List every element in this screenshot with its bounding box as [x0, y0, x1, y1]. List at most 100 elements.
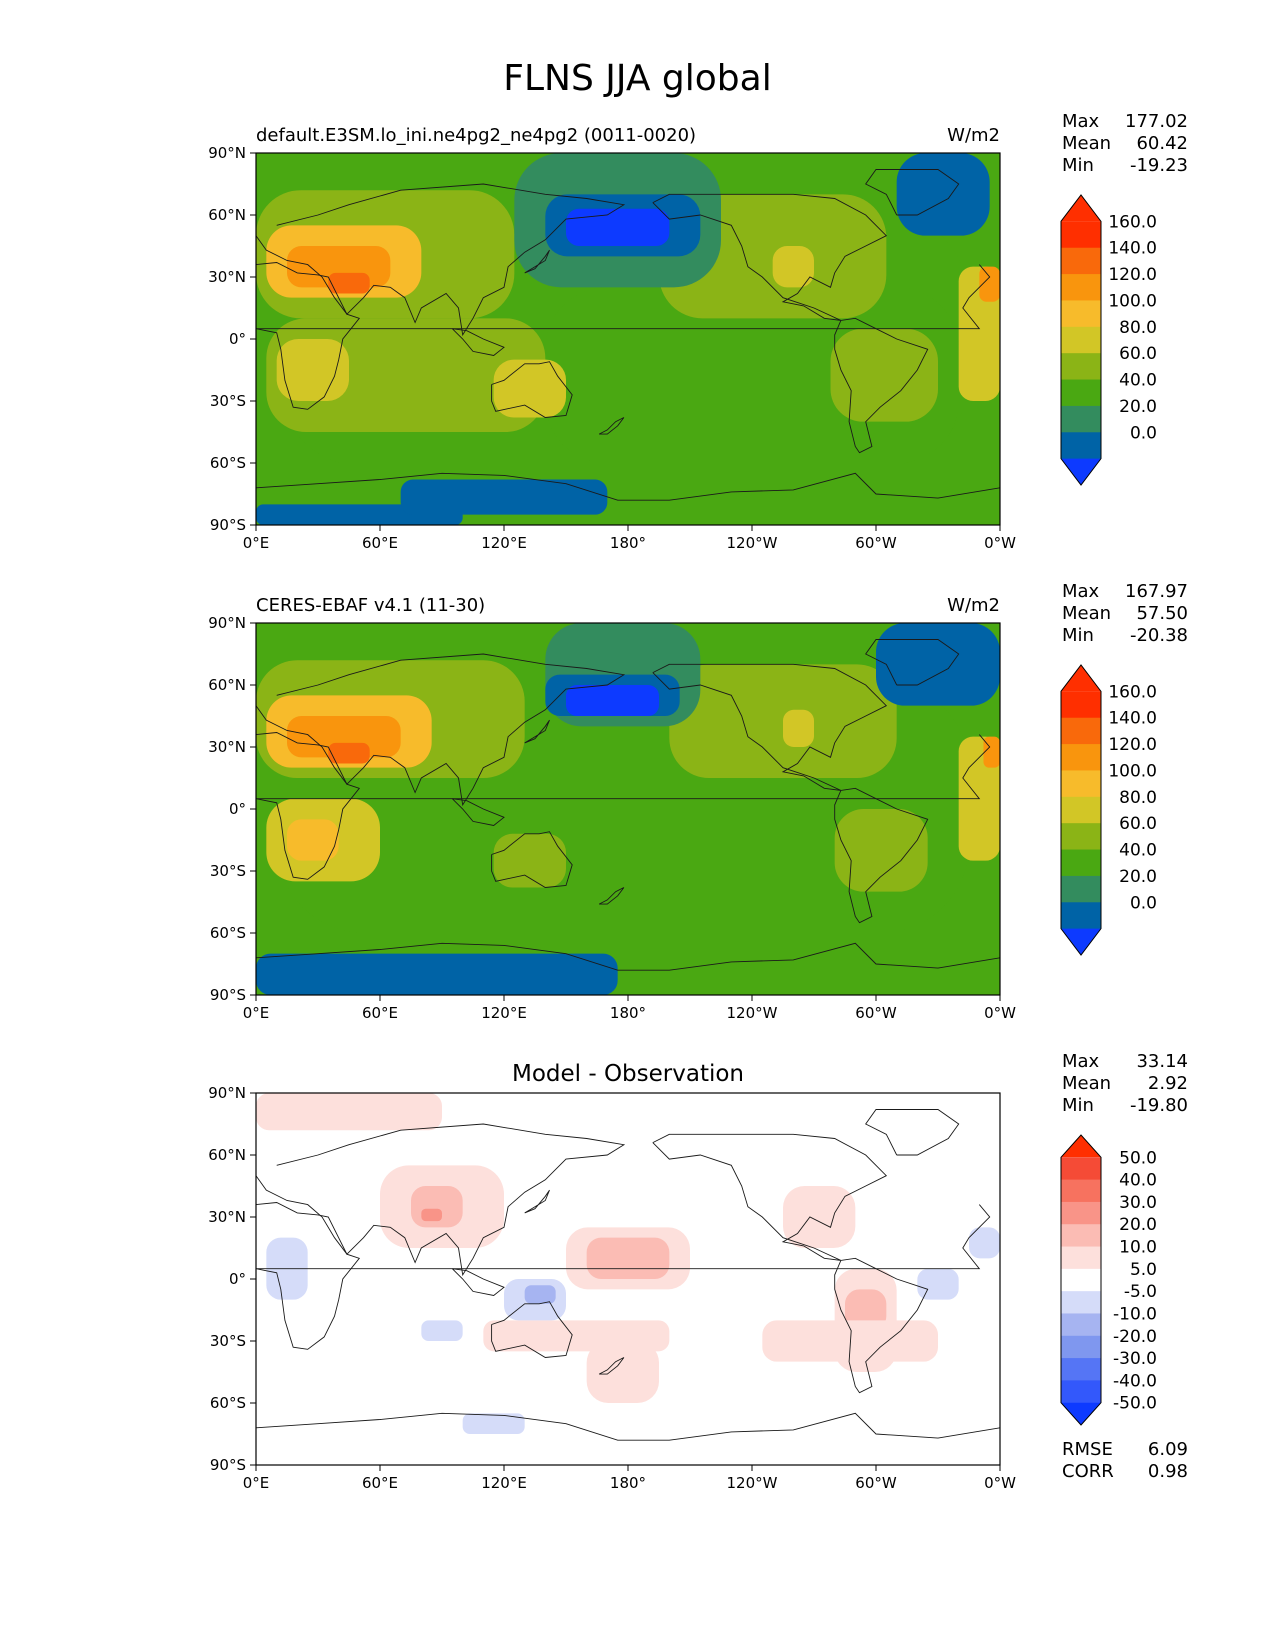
panel-units: W/m2	[947, 595, 1000, 616]
coastline	[652, 193, 929, 454]
stat-label-mean: Mean	[1062, 1073, 1111, 1094]
colorbar-tick-label: -10.0	[1113, 1304, 1157, 1324]
colorbar-segment	[1061, 1179, 1101, 1203]
contour-region	[969, 1227, 1000, 1259]
metric-label-rmse: RMSE	[1062, 1439, 1113, 1460]
colorbar-segment	[1061, 796, 1101, 824]
coastline	[256, 472, 1000, 501]
x-tick-label: 60°E	[362, 534, 398, 552]
y-tick-label: 60°S	[210, 1394, 246, 1412]
colorbar-tick-label: 20.0	[1119, 397, 1157, 417]
colorbar-segment	[1061, 1313, 1101, 1337]
coastline	[256, 1202, 991, 1350]
colorbar-tick-label: 140.0	[1108, 239, 1157, 259]
colorbar-tick-label: -20.0	[1113, 1327, 1157, 1347]
colorbar-segment	[1061, 274, 1101, 301]
y-tick-label: 60°S	[210, 924, 246, 942]
metric-value-corr: 0.98	[1148, 1461, 1188, 1482]
y-tick-label: 60°N	[208, 676, 246, 694]
x-tick-label: 120°W	[727, 534, 778, 552]
colorbar-segment	[1061, 353, 1101, 381]
metric-value-rmse: 6.09	[1148, 1439, 1188, 1460]
x-tick-label: 180°	[610, 1004, 646, 1022]
colorbar-segment	[1061, 875, 1101, 903]
coastline	[491, 361, 573, 418]
stat-value-mean: 60.42	[1136, 133, 1188, 154]
contour-region	[983, 736, 1000, 768]
stat-value-mean: 57.50	[1136, 603, 1188, 624]
contour-region	[462, 1413, 525, 1434]
y-tick-label: 30°S	[210, 392, 246, 410]
coastline	[865, 169, 960, 216]
coastline	[256, 262, 991, 410]
contour-region	[896, 153, 990, 236]
colorbar: 160.0 140.0 120.0 100.0 80.0 60.0 40.0 20.0 0.0	[1060, 664, 1157, 956]
colorbar-segment	[1061, 432, 1101, 460]
x-tick-label: 0°E	[243, 1474, 270, 1492]
y-tick-label: 30°N	[208, 738, 246, 756]
x-tick-label: 60°E	[362, 1474, 398, 1492]
colorbar-tick-label: -40.0	[1113, 1371, 1157, 1391]
contour-region	[586, 1237, 670, 1279]
stat-value-min: -19.80	[1130, 1095, 1188, 1116]
coastlines	[256, 1109, 1000, 1441]
stat-value-mean: 2.92	[1148, 1073, 1188, 1094]
x-tick-label: 120°W	[727, 1474, 778, 1492]
colorbar-segment	[1061, 1291, 1101, 1314]
map-panel-1: 0°E 60°E 120°E 180° 120°W 60°W 0°W 90°N 60°N 30°N…	[208, 111, 1188, 552]
contour-region	[834, 809, 928, 892]
contour-region	[830, 328, 938, 422]
colorbar-outline	[1060, 194, 1102, 486]
contour-region	[256, 953, 618, 995]
coastline	[598, 1357, 625, 1375]
colorbar-tick-label: -30.0	[1113, 1349, 1157, 1369]
contour-region	[421, 1320, 463, 1341]
x-tick-label: 0°E	[243, 1004, 270, 1022]
contour-region	[287, 716, 401, 758]
coastlines	[256, 639, 1000, 971]
coastline	[598, 887, 625, 905]
contour-region	[328, 742, 370, 764]
contour-region	[783, 709, 814, 747]
coastline	[524, 1189, 550, 1214]
stat-label-max: Max	[1062, 111, 1100, 132]
colorbar-tick-label: 20.0	[1119, 1215, 1157, 1235]
y-tick-label: 90°S	[210, 986, 246, 1004]
coastline	[652, 1133, 929, 1394]
x-tick-label: 0°E	[243, 534, 270, 552]
colorbar-tick-label: 160.0	[1108, 682, 1157, 702]
colorbar-tick-label: -50.0	[1113, 1394, 1157, 1414]
colorbar-tick-label: 80.0	[1119, 318, 1157, 338]
colorbar-outline	[1060, 664, 1102, 956]
y-tick-label: 30°S	[210, 1332, 246, 1350]
map-panel-2: 0°E 60°E 120°E 180° 120°W 60°W 0°W 90°N 60°N 30°N…	[208, 581, 1188, 1022]
colorbar-segment	[1061, 326, 1101, 354]
stat-label-min: Min	[1062, 155, 1094, 176]
y-tick-label: 60°S	[210, 454, 246, 472]
x-tick-label: 120°E	[481, 1474, 527, 1492]
coastline	[491, 1301, 573, 1358]
colorbar-extend-min	[1061, 1402, 1101, 1425]
contour-region	[783, 1186, 856, 1248]
x-tick-label: 120°E	[481, 534, 527, 552]
y-tick-label: 0°	[229, 330, 246, 348]
coastline	[256, 1412, 1000, 1441]
colorbar-extend-max	[1061, 665, 1101, 692]
coastline	[256, 1123, 626, 1277]
colorbar-tick-label: 160.0	[1108, 212, 1157, 232]
x-tick-label: 180°	[610, 1474, 646, 1492]
x-tick-label: 60°W	[855, 1474, 897, 1492]
colorbar: 160.0 140.0 120.0 100.0 80.0 60.0 40.0 20.0 0.0	[1060, 194, 1157, 486]
contour-region	[917, 1268, 959, 1300]
colorbar-segment	[1061, 1157, 1101, 1181]
colorbar-tick-label: 140.0	[1108, 709, 1157, 729]
stat-label-min: Min	[1062, 1095, 1094, 1116]
colorbar-segment	[1061, 744, 1101, 771]
coastline	[524, 249, 550, 274]
colorbar-segment	[1061, 379, 1101, 407]
coastline	[598, 417, 625, 435]
coastline	[865, 1109, 960, 1156]
contour-region	[876, 623, 1000, 706]
contour-region	[421, 1208, 442, 1222]
